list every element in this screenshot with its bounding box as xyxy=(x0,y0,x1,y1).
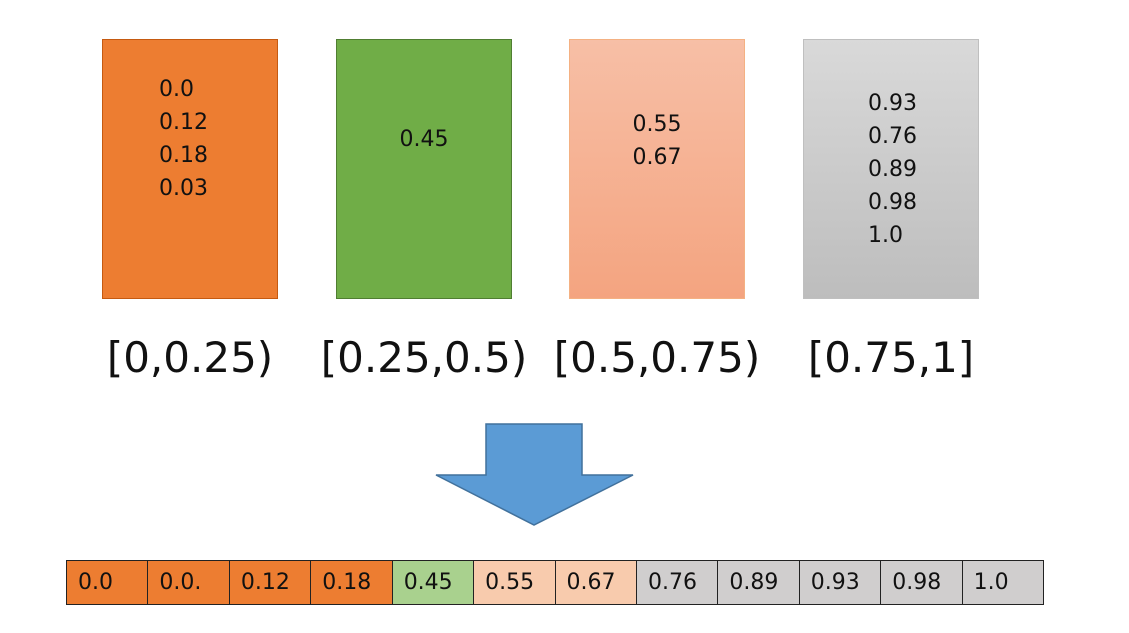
bucket-item: 1.0 xyxy=(868,222,903,248)
bucket-item: 0.76 xyxy=(868,123,917,149)
array-cell: 1.0 xyxy=(962,561,1044,604)
bucket-item: 0.98 xyxy=(868,189,917,215)
array-cell: 0.0. xyxy=(148,561,230,604)
bucket-range: [0.75,1] xyxy=(807,333,975,382)
array-cell: 0.18 xyxy=(311,561,393,604)
result-array: 0.0 0.0. 0.12 0.18 0.45 0.55 0.67 0.76 0.89 0.93 0… xyxy=(66,560,1044,605)
bucket: 0.93 0.76 0.89 0.98 1.0 xyxy=(803,39,979,299)
array-cell: 0.89 xyxy=(718,561,800,604)
array-cell: 0.12 xyxy=(229,561,312,604)
bucket-item: 0.18 xyxy=(159,143,208,168)
array-cell: 0.67 xyxy=(555,561,637,604)
bucket-item: 0.45 xyxy=(399,126,449,152)
bucket-item: 0.67 xyxy=(632,145,682,170)
bucket: 0.0 0.12 0.18 0.03 xyxy=(102,39,278,299)
bucket: 0.45 xyxy=(336,39,512,299)
array-cell: 0.76 xyxy=(636,561,719,604)
bucket-item: 0.93 xyxy=(868,90,917,116)
array-cell: 0.93 xyxy=(799,561,882,604)
bucket-item: 0.55 xyxy=(632,112,682,137)
array-cell: 0.45 xyxy=(392,561,475,604)
bucket-range: [0.25,0.5) xyxy=(320,333,528,382)
array-cell: 0.55 xyxy=(474,561,556,604)
bucket-range: [0,0.25) xyxy=(106,333,274,382)
array-cell: 0.98 xyxy=(881,561,963,604)
down-arrow xyxy=(435,423,634,526)
bucket: 0.55 0.67 xyxy=(569,39,745,299)
bucket-item: 0.89 xyxy=(868,156,917,182)
array-cell: 0.0 xyxy=(67,561,149,604)
bucket-item: 0.03 xyxy=(159,176,208,201)
bucket-range: [0.5,0.75) xyxy=(553,333,761,382)
bucket-item: 0.12 xyxy=(159,110,208,135)
bucket-item: 0.0 xyxy=(159,77,194,102)
